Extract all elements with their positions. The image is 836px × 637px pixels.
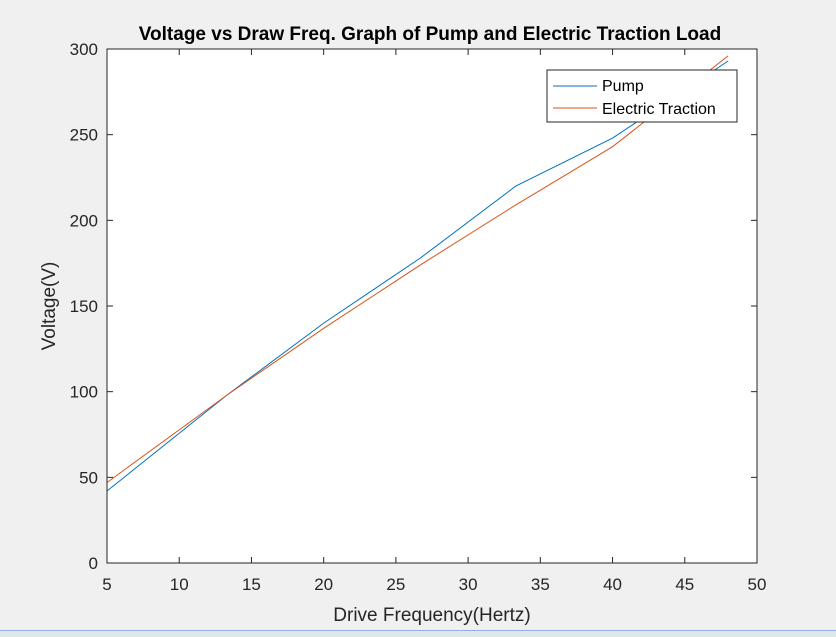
legend: Pump Electric Traction [546,69,738,123]
y-tick-label: 250 [70,126,98,145]
y-tick-label: 150 [70,297,98,316]
x-axis-label: Drive Frequency(Hertz) [333,605,530,626]
y-tick-label: 300 [70,40,98,59]
x-tick-label: 45 [675,575,694,594]
series-layer [106,55,729,492]
x-tick-label: 5 [102,575,111,594]
y-tick-label: 0 [89,554,98,573]
y-axis-label: Voltage(V) [39,262,60,351]
x-tick-label: 35 [531,575,550,594]
x-tick-label: 40 [603,575,622,594]
x-tick-label: 30 [459,575,478,594]
series-line-electric-traction [106,55,729,483]
x-tick-label: 20 [314,575,333,594]
x-tick-label: 10 [170,575,189,594]
x-tick-label: 15 [242,575,261,594]
legend-label-electric-traction: Electric Traction [602,101,716,118]
chart-title: Voltage vs Draw Freq. Graph of Pump and … [139,24,721,45]
x-tick-label: 25 [386,575,405,594]
y-tick-label: 200 [70,211,98,230]
legend-box [546,69,738,123]
tick-layer: 5 10 15 20 25 30 35 40 45 50 0 50 100 150 200 250 300 [70,40,767,594]
legend-label-pump: Pump [602,78,644,95]
y-tick-label: 50 [79,468,98,487]
window-bottom-edge [0,630,836,637]
plot-area [107,49,757,563]
x-tick-label: 50 [748,575,767,594]
y-tick-label: 100 [70,383,98,402]
